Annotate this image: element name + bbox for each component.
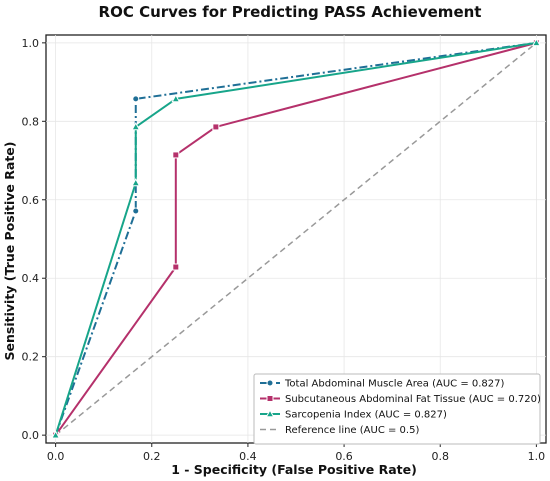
data-point — [51, 430, 61, 439]
legend-box — [253, 373, 541, 445]
legend: Total Abdominal Muscle Area (AUC = 0.827… — [253, 373, 541, 445]
y-tick-label: 1.0 — [22, 37, 40, 50]
data-point — [531, 38, 541, 47]
legend-label: Subcutaneous Abdominal Fat Tissue (AUC =… — [285, 394, 541, 405]
x-tick-label: 0.6 — [335, 450, 353, 463]
data-point — [132, 95, 140, 103]
data-point — [172, 263, 180, 271]
y-axis-label: Sensitivity (True Positive Rate) — [2, 142, 17, 361]
series-2 — [51, 38, 541, 439]
data-point — [132, 207, 140, 215]
x-tick-label: 0.2 — [143, 450, 161, 463]
chart-title: ROC Curves for Predicting PASS Achieveme… — [99, 3, 482, 21]
legend-marker — [266, 395, 274, 402]
series-layer — [51, 38, 541, 439]
x-tick-label: 0.4 — [239, 450, 257, 463]
x-tick-label: 0.8 — [431, 450, 449, 463]
data-point — [131, 122, 141, 131]
legend-label: Sarcopenia Index (AUC = 0.827) — [285, 410, 447, 421]
data-point — [131, 178, 141, 187]
legend-marker — [265, 409, 275, 418]
y-tick-label: 0.8 — [22, 115, 40, 128]
series-line — [55, 42, 537, 436]
y-tick-label: 0.2 — [22, 351, 40, 364]
ticks: 0.0 0.2 0.4 0.6 0.8 1.0 0.0 0.2 0.4 0.6 0.8 1.0 — [22, 37, 546, 463]
series-3 — [55, 42, 537, 436]
x-axis-label: 1 - Specificity (False Positive Rate) — [171, 462, 417, 477]
data-point — [212, 123, 220, 131]
legend-marker — [266, 379, 274, 387]
legend-label: Reference line (AUC = 0.5) — [285, 425, 419, 436]
x-tick-label: 0.0 — [47, 450, 65, 463]
data-point — [172, 151, 180, 159]
legend-label: Total Abdominal Muscle Area (AUC = 0.827… — [284, 379, 505, 390]
y-tick-label: 0.6 — [22, 194, 40, 207]
y-tick-label: 0.0 — [22, 429, 40, 442]
y-tick-label: 0.4 — [22, 272, 40, 285]
data-point — [171, 94, 181, 103]
x-tick-label: 1.0 — [528, 450, 546, 463]
